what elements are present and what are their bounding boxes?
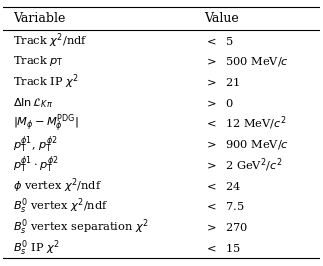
Text: $>$  900 MeV/$c$: $>$ 900 MeV/$c$	[204, 138, 289, 151]
Text: Track $p_{\rm T}$: Track $p_{\rm T}$	[13, 54, 63, 68]
Text: $p_{\rm T}^{\phi 1}$, $p_{\rm T}^{\phi 2}$: $p_{\rm T}^{\phi 1}$, $p_{\rm T}^{\phi 2…	[13, 134, 57, 155]
Text: $p_{\rm T}^{\phi 1} \cdot p_{\rm T}^{\phi 2}$: $p_{\rm T}^{\phi 1} \cdot p_{\rm T}^{\ph…	[13, 155, 58, 175]
Text: $B_s^0$ vertex separation $\chi^2$: $B_s^0$ vertex separation $\chi^2$	[13, 217, 149, 237]
Text: $\Delta \ln \mathcal{L}_{K\pi}$: $\Delta \ln \mathcal{L}_{K\pi}$	[13, 96, 53, 110]
Text: $<$  5: $<$ 5	[204, 35, 234, 47]
Text: Variable: Variable	[13, 12, 65, 25]
Text: $<$  15: $<$ 15	[204, 242, 241, 254]
Text: $>$  21: $>$ 21	[204, 76, 240, 88]
Text: $>$  500 MeV/$c$: $>$ 500 MeV/$c$	[204, 55, 289, 68]
Text: $>$  270: $>$ 270	[204, 221, 248, 233]
Text: $>$  2 GeV$^2$/$c^2$: $>$ 2 GeV$^2$/$c^2$	[204, 156, 283, 174]
Text: $B_s^0$ IP $\chi^2$: $B_s^0$ IP $\chi^2$	[13, 238, 59, 258]
Text: $<$  24: $<$ 24	[204, 180, 241, 192]
Text: $>$  0: $>$ 0	[204, 97, 234, 109]
Text: $B_s^0$ vertex $\chi^2$/ndf: $B_s^0$ vertex $\chi^2$/ndf	[13, 197, 108, 216]
Text: $<$  12 MeV/$c^2$: $<$ 12 MeV/$c^2$	[204, 115, 287, 132]
Text: $|M_{\phi} - M_{\phi}^{\rm PDG}|$: $|M_{\phi} - M_{\phi}^{\rm PDG}|$	[13, 113, 78, 135]
Text: Track $\chi^2$/ndf: Track $\chi^2$/ndf	[13, 31, 87, 50]
Text: $\phi$ vertex $\chi^2$/ndf: $\phi$ vertex $\chi^2$/ndf	[13, 176, 102, 195]
Text: $<$  7.5: $<$ 7.5	[204, 201, 245, 213]
Text: Track IP $\chi^2$: Track IP $\chi^2$	[13, 73, 79, 92]
Text: Value: Value	[204, 12, 239, 25]
